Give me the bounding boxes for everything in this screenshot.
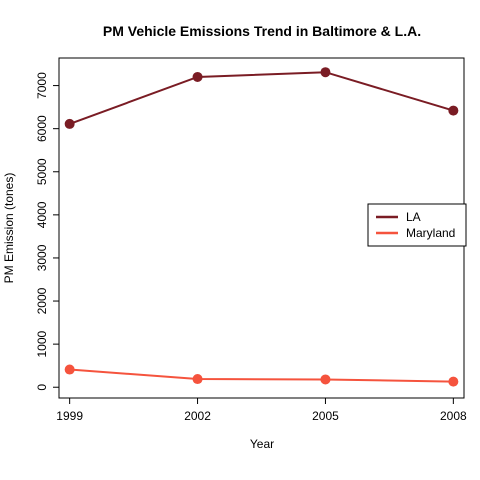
x-tick-label: 1999 (56, 409, 83, 423)
series-line-maryland (69, 368, 454, 383)
data-point-la (64, 118, 75, 129)
data-point-maryland (64, 364, 75, 375)
series-layer (64, 67, 459, 387)
x-tick-label: 2008 (440, 409, 467, 423)
y-axis: 0 1000 2000 3000 4000 5000 6000 7000 (35, 72, 59, 391)
y-tick-label: 5000 (35, 158, 49, 185)
data-point-maryland (448, 376, 459, 387)
x-tick-label: 2002 (184, 409, 211, 423)
y-tick-label: 7000 (35, 72, 49, 99)
y-tick-label: 3000 (35, 244, 49, 271)
x-axis: 1999 2002 2005 2008 (56, 398, 467, 423)
legend-box (367, 203, 467, 247)
y-tick-label: 6000 (35, 115, 49, 142)
chart-title: PM Vehicle Emissions Trend in Baltimore … (103, 23, 421, 39)
y-tick-label: 1000 (35, 330, 49, 357)
data-point-maryland (320, 374, 331, 385)
data-point-la (192, 71, 203, 82)
legend: LA Maryland (367, 203, 467, 247)
x-axis-label: Year (250, 437, 274, 451)
y-tick-label: 4000 (35, 201, 49, 228)
y-tick-label: 0 (35, 384, 49, 391)
y-axis-label: PM Emission (tones) (2, 173, 16, 284)
data-point-maryland (192, 374, 203, 385)
legend-label-la: LA (406, 210, 421, 224)
data-point-la (320, 67, 331, 78)
legend-label-maryland: Maryland (406, 226, 455, 240)
y-tick-label: 2000 (35, 287, 49, 314)
series-line-la (69, 71, 454, 125)
x-tick-label: 2005 (312, 409, 339, 423)
data-point-la (448, 105, 459, 116)
